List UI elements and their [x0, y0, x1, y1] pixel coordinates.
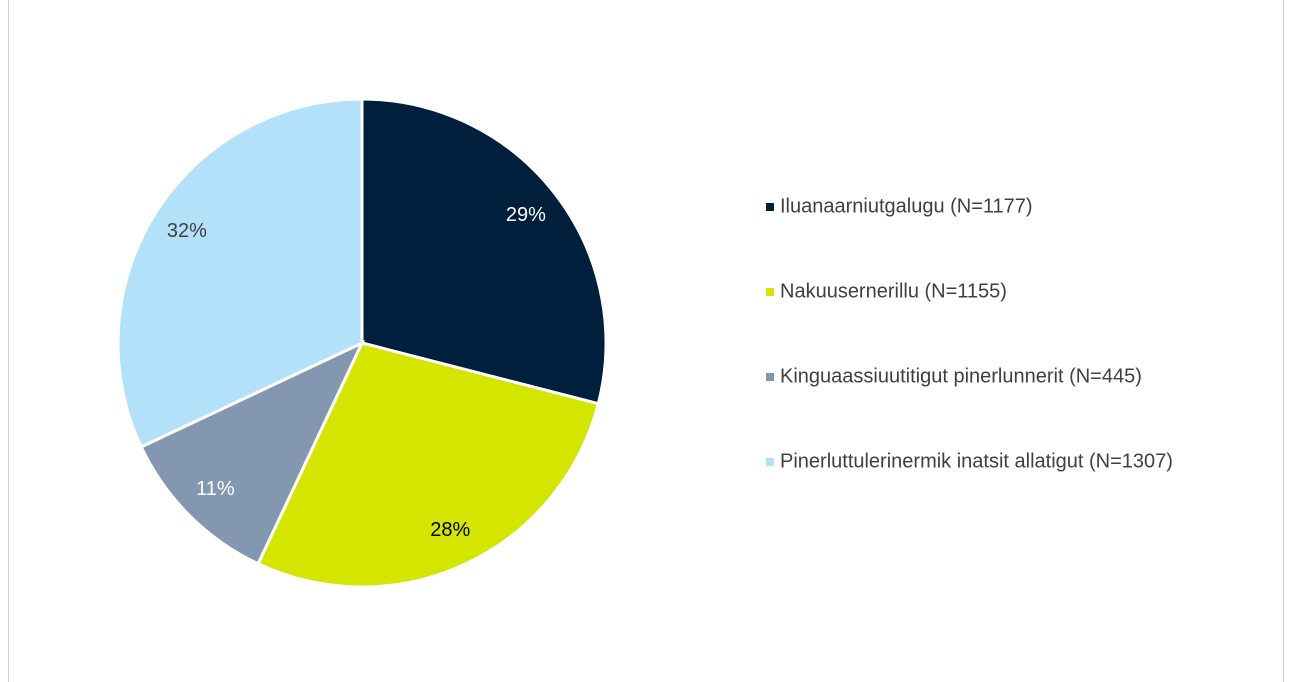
- legend-label: Iluanaarniutgalugu (N=1177): [780, 195, 1033, 217]
- data-label: 28%: [430, 519, 470, 541]
- pie-slice: [139, 339, 366, 566]
- legend-marker: [766, 373, 774, 381]
- legend-marker: [766, 203, 774, 211]
- pie-slice: [360, 97, 608, 406]
- legend-marker: [766, 288, 774, 296]
- legend-label: Kinguaassiuutitigut pinerlunnerit (N=445…: [780, 365, 1142, 387]
- legend-label: Pinerluttulerinermik inatsit allatigut (…: [780, 450, 1173, 472]
- pie-slice: [116, 97, 364, 449]
- data-label: 29%: [506, 204, 546, 226]
- legend-marker: [766, 458, 774, 466]
- data-label: 32%: [167, 220, 207, 242]
- pie-slice: [256, 341, 601, 589]
- data-label: 11%: [196, 478, 235, 500]
- legend-label: Nakuusernerillu (N=1155): [780, 280, 1007, 302]
